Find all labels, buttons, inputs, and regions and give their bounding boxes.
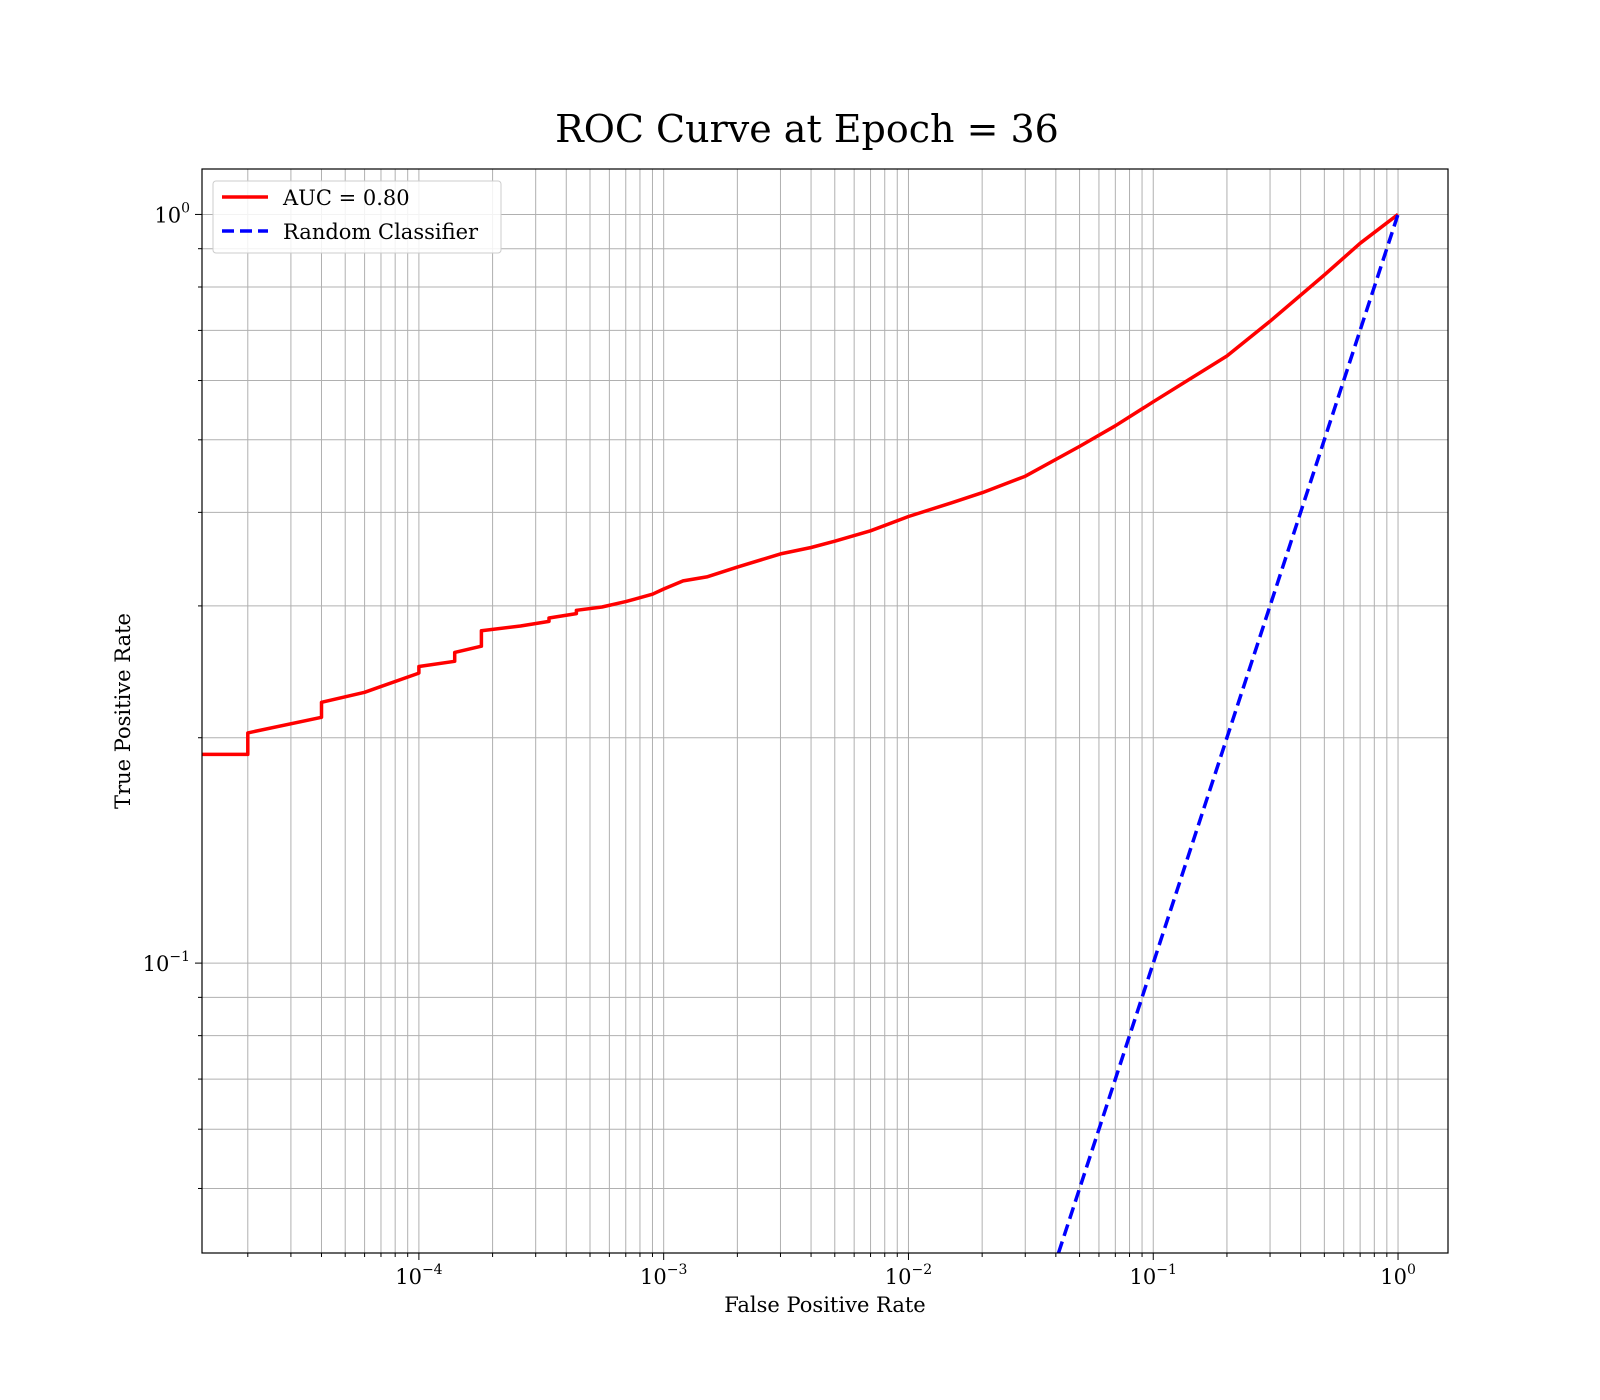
y-tick-label: 10−1 bbox=[143, 949, 190, 976]
legend-label-random: Random Classifier bbox=[283, 220, 479, 244]
x-tick-label: 10−4 bbox=[395, 1262, 442, 1289]
chart-title: ROC Curve at Epoch = 36 bbox=[555, 107, 1059, 151]
grid-lines bbox=[202, 169, 1448, 1253]
plot-area bbox=[202, 169, 1448, 1253]
legend-label-auc: AUC = 0.80 bbox=[282, 186, 410, 210]
y-tick-label: 100 bbox=[154, 200, 190, 227]
series-lines bbox=[202, 213, 1400, 1253]
legend: AUC = 0.80 Random Classifier bbox=[212, 180, 502, 254]
legend-box bbox=[212, 180, 502, 254]
x-tick-label: 10−1 bbox=[1130, 1262, 1177, 1289]
y-axis-label: True Positive Rate bbox=[111, 613, 135, 809]
x-tick-label: 100 bbox=[1380, 1262, 1416, 1289]
plot-frame bbox=[201, 168, 1449, 1254]
x-tick-label: 10−2 bbox=[885, 1262, 932, 1289]
random-classifier-line bbox=[1056, 213, 1400, 1253]
x-tick-label: 10−3 bbox=[640, 1262, 687, 1289]
roc-curve-line bbox=[202, 213, 1400, 757]
x-axis-label: False Positive Rate bbox=[724, 1293, 925, 1317]
axis-ticks: 10−4 10−3 10−2 10−1 100 10−1 100 bbox=[143, 200, 1416, 1289]
